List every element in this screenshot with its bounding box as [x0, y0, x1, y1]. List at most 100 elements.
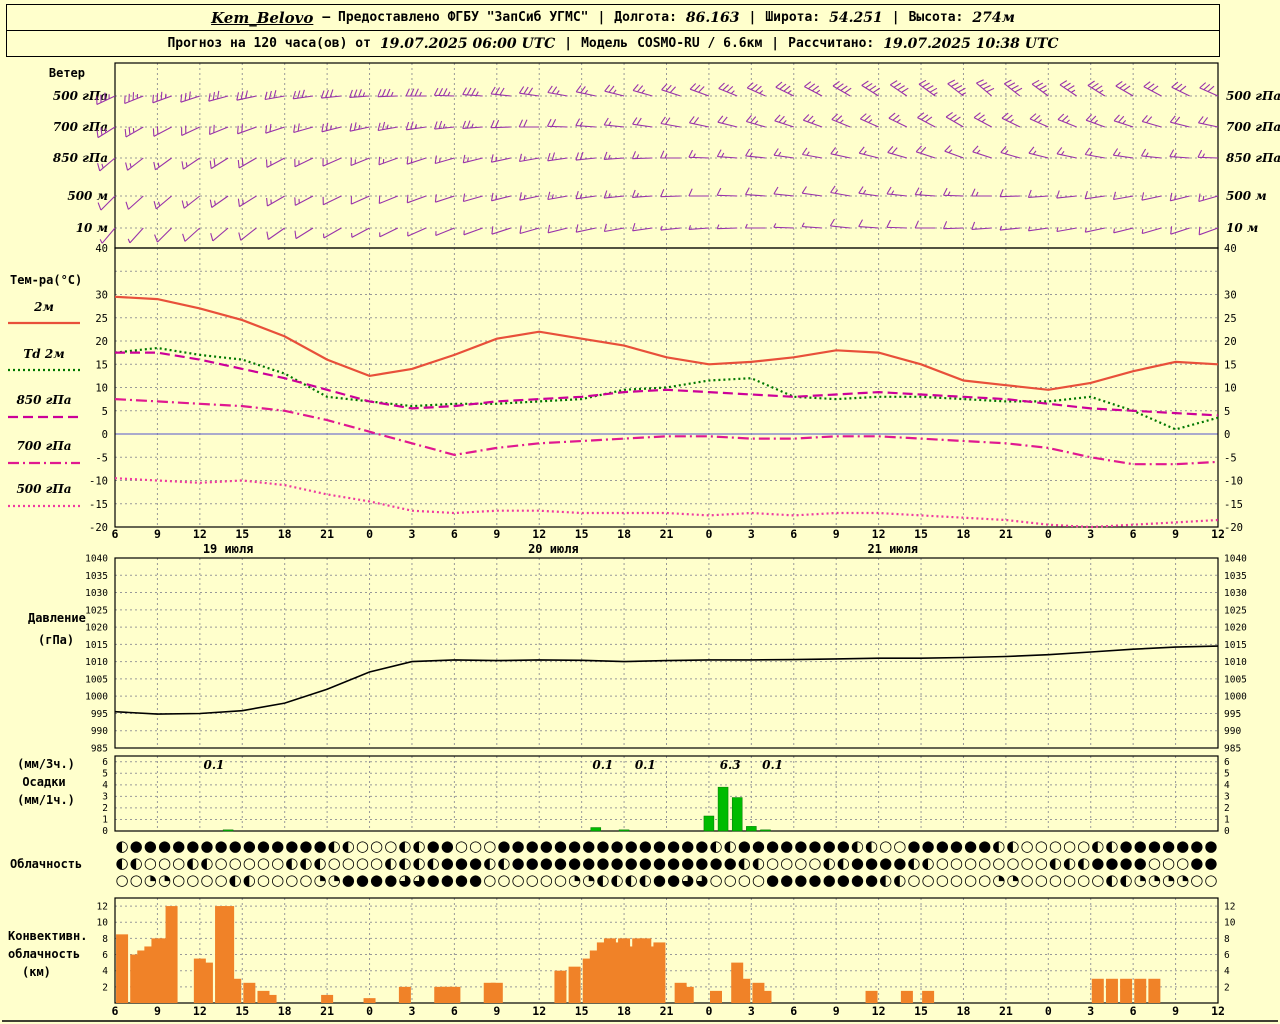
chart-label: 21: [660, 1004, 674, 1018]
chart-label: ●: [709, 854, 722, 872]
chart-label: 10: [97, 918, 109, 929]
chart-label: 0: [705, 527, 712, 541]
chart-label: 1000: [85, 692, 108, 703]
chart-label: 6: [790, 527, 797, 541]
chart-label: 40: [1224, 243, 1237, 255]
chart-label: 1030: [1224, 588, 1247, 599]
chart-label: 20: [1224, 336, 1237, 348]
chart-label: 15: [575, 1004, 589, 1018]
chart-label: облачность: [8, 947, 80, 961]
chart-label: 0: [705, 1004, 712, 1018]
chart-label: ○: [540, 871, 553, 889]
chart-label: ●: [469, 854, 482, 872]
chart-label: ●: [766, 837, 779, 855]
chart-label: (км): [22, 965, 51, 979]
chart-label: 500 м: [1226, 189, 1267, 203]
chart-label: 19 июля: [203, 542, 254, 556]
chart-label: ○: [1035, 837, 1048, 855]
chart-label: 3: [748, 1004, 755, 1018]
chart-label: ●: [299, 837, 312, 855]
chart-label: ●: [907, 837, 920, 855]
chart-label: 10 м: [76, 221, 108, 235]
chart-label: 8: [102, 934, 108, 945]
chart-label: 6: [1130, 527, 1137, 541]
chart-label: ◐: [1105, 871, 1118, 889]
chart-label: -5: [1224, 452, 1237, 464]
chart-label: 850 гПа: [16, 393, 71, 407]
chart-label: ◐: [992, 837, 1005, 855]
chart-label: ●: [1190, 854, 1203, 872]
precip-bar: [618, 829, 630, 832]
chart-label: -20: [89, 522, 108, 534]
chart-label: ◐: [610, 871, 623, 889]
chart-label: ◐: [243, 871, 256, 889]
chart-label: 3: [1087, 1004, 1094, 1018]
chart-label: 25: [1224, 313, 1237, 325]
chart-label: ○: [257, 854, 270, 872]
chart-label: ●: [794, 837, 807, 855]
chart-label: ◐: [724, 837, 737, 855]
chart-label: Td 2м: [23, 347, 64, 361]
chart-label: 4: [102, 966, 108, 977]
longitude-value: 86.163: [685, 9, 740, 26]
chart-label: 6: [102, 950, 108, 961]
chart-label: 12: [1224, 902, 1235, 913]
chart-label: ◐: [1105, 837, 1118, 855]
convective-bar: [900, 990, 913, 1003]
chart-label: ◔: [144, 871, 157, 889]
chart-label: ●: [455, 854, 468, 872]
chart-label: Давление: [28, 611, 86, 625]
chart-label: 500 гПа: [1226, 89, 1280, 103]
chart-label: ●: [554, 854, 567, 872]
chart-label: 1040: [85, 554, 108, 565]
chart-label: 0: [1224, 429, 1230, 441]
chart-label: 21: [320, 1004, 334, 1018]
chart-label: ●: [342, 871, 355, 889]
chart-label: ◐: [412, 854, 425, 872]
chart-label: 12: [532, 1004, 546, 1018]
chart-label: ●: [130, 837, 143, 855]
chart-label: ●: [964, 837, 977, 855]
chart-label: 12: [872, 1004, 886, 1018]
chart-label: 12: [193, 1004, 207, 1018]
chart-label: 12: [532, 527, 546, 541]
chart-label: 5: [1224, 406, 1230, 418]
chart-label: ●: [851, 871, 864, 889]
convective-bar: [116, 934, 129, 1003]
precip-bar: [731, 797, 743, 832]
chart-label: ●: [172, 837, 185, 855]
pressure-series: [114, 645, 1219, 715]
chart-label: ●: [144, 837, 157, 855]
chart-label: ○: [271, 871, 284, 889]
chart-label: ◔: [582, 871, 595, 889]
chart-label: ◕: [695, 871, 708, 889]
chart-label: ●: [766, 871, 779, 889]
chart-label: ○: [356, 837, 369, 855]
chart-label: ○: [1162, 854, 1175, 872]
chart-label: ◐: [1049, 854, 1062, 872]
chart-label: 1020: [85, 623, 108, 634]
chart-label: 5: [1224, 768, 1230, 779]
chart-label: 1040: [1224, 554, 1247, 565]
chart-label: ◐: [709, 837, 722, 855]
chart-label: 6.3: [720, 758, 741, 772]
chart-label: ◐: [596, 871, 609, 889]
chart-label: ●: [695, 854, 708, 872]
chart-label: ◐: [922, 854, 935, 872]
chart-label: 6: [112, 527, 119, 541]
chart-label: 3: [102, 791, 108, 802]
chart-label: ●: [1176, 837, 1189, 855]
chart-label: -10: [89, 476, 108, 488]
chart-label: 1010: [1224, 657, 1247, 668]
chart-label: ●: [511, 854, 524, 872]
chart-label: ○: [172, 871, 185, 889]
provider-text: — Предоставлено ФГБУ "ЗапСиб УГМС": [322, 10, 589, 25]
chart-label: ●: [1105, 854, 1118, 872]
precip-bar: [717, 786, 729, 832]
chart-label: ●: [271, 837, 284, 855]
chart-label: 700 гПа: [53, 120, 108, 134]
separator: |: [771, 36, 780, 51]
chart-label: 2: [102, 803, 108, 814]
chart-label: 9: [1172, 527, 1179, 541]
chart-label: ◐: [851, 837, 864, 855]
